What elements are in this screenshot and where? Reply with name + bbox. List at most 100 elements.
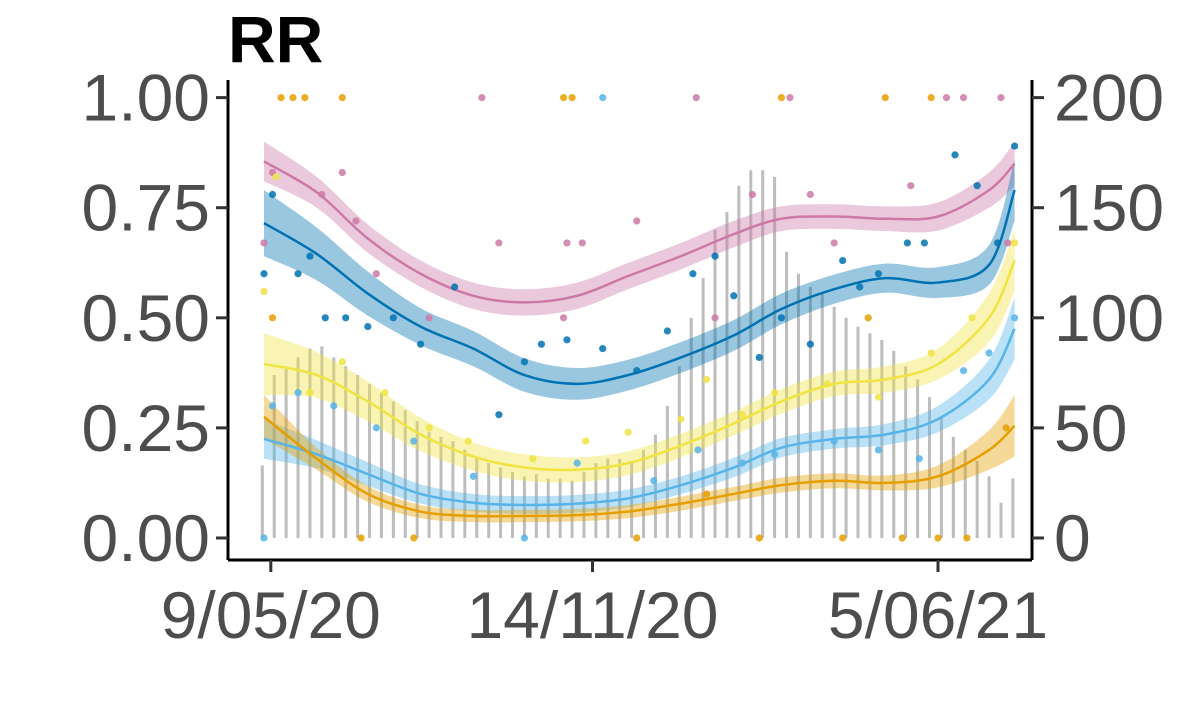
data-point [330,402,338,410]
left-tick-label: 1.00 [82,61,210,135]
data-point [464,437,472,445]
bars-layer [260,170,1015,538]
data-point [694,446,702,454]
data-point [711,252,719,260]
data-point [1004,239,1012,247]
data-point [738,459,746,467]
data-point [537,340,546,348]
data-point [599,94,607,102]
data-point [748,190,757,199]
data-point [771,389,779,397]
data-point [692,94,700,102]
data-point [451,283,459,291]
right-tick-label: 150 [1054,171,1164,245]
data-point [372,424,380,432]
left-tick-label: 0.25 [82,391,210,465]
data-point [260,287,268,295]
left-tick-label: 0.75 [82,171,210,245]
data-point [663,327,671,335]
data-point [294,270,302,278]
data-point [874,393,883,401]
data-point [934,534,942,542]
data-point [823,380,831,388]
data-point [578,239,586,247]
data-point [633,217,641,225]
left-tick-label: 0.00 [82,501,210,575]
data-point [260,534,268,542]
data-point [959,367,968,375]
data-point [520,358,529,366]
data-point [318,190,326,199]
data-point [277,94,285,102]
data-point [306,389,314,397]
data-point [806,190,814,199]
data-point [381,389,389,397]
data-point [702,375,711,384]
data-point [963,534,971,542]
data-point [898,534,906,542]
data-point [357,534,365,542]
trend-line [263,260,1016,472]
data-point [942,94,951,102]
data-point [260,239,268,247]
data-point [959,94,968,102]
data-point [1010,239,1019,247]
confidence-band [264,141,1015,316]
trend-line [263,415,1016,518]
data-point [410,437,418,445]
data-point [301,94,309,102]
data-point [559,314,568,322]
data-point [352,217,360,225]
data-point [771,450,779,458]
data-point [568,94,576,102]
data-point [582,437,590,445]
data-point [520,534,529,542]
data-point [389,314,397,322]
data-point [677,415,685,423]
data-point [650,477,658,485]
data-point [839,534,847,542]
x-tick-label: 5/06/21 [828,578,1048,652]
data-point [903,239,911,247]
data-point [1002,424,1010,432]
data-point [806,340,814,348]
data-point [321,314,329,322]
data-point [469,472,477,480]
data-point [268,190,277,199]
data-point [702,490,711,498]
data-point [881,94,889,102]
data-point [755,353,763,362]
data-point [1010,142,1019,150]
data-point [730,292,738,300]
data-point [997,94,1005,102]
data-point [711,314,719,322]
data-point [874,446,883,454]
data-point [633,534,641,542]
data-point [416,340,425,348]
data-point [738,411,746,419]
points-layer [260,94,1019,542]
right-tick-label: 200 [1054,61,1164,135]
x-tick-label: 14/11/20 [466,578,718,652]
data-point [260,270,268,278]
data-point [294,389,302,397]
data-point [338,358,346,366]
data-point [927,349,935,357]
data-point [624,428,632,436]
data-point [755,534,763,542]
data-point [342,314,350,322]
data-point [973,182,981,190]
data-point [289,94,297,102]
data-point [573,459,581,467]
data-point [777,314,786,322]
data-point [907,182,915,190]
data-point [410,534,418,542]
data-point [306,252,314,260]
data-point [495,239,503,247]
data-point [874,270,883,278]
data-point [272,173,280,181]
data-point [1010,314,1019,322]
data-point [495,411,503,419]
data-point [372,270,380,278]
data-point [478,94,486,102]
